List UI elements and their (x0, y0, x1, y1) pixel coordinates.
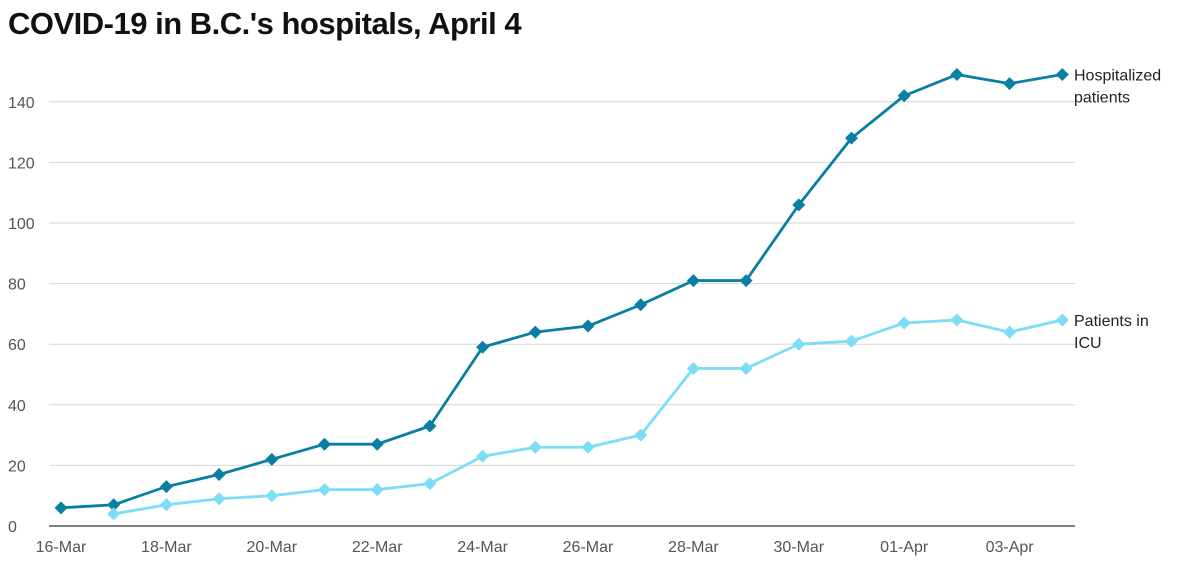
data-point-0-2 (159, 480, 173, 494)
x-tick-label-01-Apr: 01-Apr (880, 539, 929, 556)
data-point-0-8 (476, 340, 490, 354)
data-point-0-17 (950, 68, 964, 82)
data-point-0-11 (634, 298, 648, 312)
data-point-1-18 (1003, 325, 1017, 339)
data-point-0-12 (686, 274, 700, 288)
data-point-0-9 (528, 325, 542, 339)
x-tick-label-24-Mar: 24-Mar (457, 539, 508, 556)
y-tick-label-60: 60 (8, 337, 26, 354)
data-point-0-7 (423, 419, 437, 433)
x-tick-label-18-Mar: 18-Mar (141, 539, 192, 556)
data-point-1-8 (476, 449, 490, 463)
series-0 (54, 68, 1069, 515)
data-point-0-1 (107, 498, 121, 512)
series-lines (54, 68, 1069, 521)
data-point-1-3 (212, 492, 226, 506)
data-point-1-4 (265, 489, 279, 503)
data-point-1-6 (370, 483, 384, 497)
x-tick-label-16-Mar: 16-Mar (36, 539, 87, 556)
data-point-0-6 (370, 437, 384, 451)
x-tick-label-28-Mar: 28-Mar (668, 539, 719, 556)
x-axis-tick-labels: 16-Mar 18-Mar 20-Mar 22-Mar 24-Mar 26-Mar 28-M… (36, 539, 1035, 556)
data-point-1-13 (739, 361, 753, 375)
y-tick-label-80: 80 (8, 277, 26, 294)
data-point-0-15 (845, 131, 858, 145)
data-point-1-7 (423, 477, 437, 491)
data-point-1-14 (792, 337, 806, 351)
data-point-1-11 (634, 428, 648, 442)
data-point-0-16 (897, 89, 911, 103)
data-point-0-18 (1003, 77, 1017, 91)
data-point-1-1 (107, 507, 121, 521)
y-tick-label-20: 20 (8, 458, 26, 475)
series-label-0-0: Hospitalized (1074, 68, 1161, 85)
data-point-1-2 (159, 498, 173, 512)
data-point-1-17 (950, 313, 964, 327)
data-point-1-12 (686, 361, 700, 375)
series-label-1-1: ICU (1074, 335, 1102, 352)
data-point-0-5 (318, 437, 331, 451)
data-point-1-10 (581, 440, 595, 454)
series-1 (107, 313, 1069, 521)
grid-lines (49, 101, 1075, 527)
data-point-0-13 (739, 274, 753, 288)
series-labels: Hospitalized patients Patients in ICU (1074, 68, 1161, 352)
data-point-1-19 (1055, 313, 1069, 327)
series-line-1 (113, 318, 1063, 516)
data-point-1-16 (897, 316, 911, 330)
series-label-0-1: patients (1074, 90, 1130, 107)
y-axis-tick-labels: 0 20 40 60 80 100 120 140 (8, 95, 35, 536)
data-point-0-19 (1055, 68, 1069, 82)
data-point-0-0 (54, 501, 68, 515)
y-tick-label-100: 100 (8, 216, 35, 233)
x-tick-label-20-Mar: 20-Mar (246, 539, 297, 556)
series-label-1-0: Patients in (1074, 313, 1149, 330)
x-tick-label-22-Mar: 22-Mar (352, 539, 403, 556)
x-tick-label-26-Mar: 26-Mar (563, 539, 614, 556)
x-tick-label-30-Mar: 30-Mar (773, 539, 824, 556)
data-point-0-14 (792, 198, 806, 212)
data-point-0-10 (581, 319, 595, 333)
series-line-0 (60, 73, 1063, 510)
chart-title: COVID-19 in B.C.'s hospitals, April 4 (8, 6, 522, 41)
y-tick-label-40: 40 (8, 398, 26, 415)
y-tick-label-140: 140 (8, 95, 35, 112)
data-point-1-5 (318, 483, 331, 497)
data-point-1-15 (845, 334, 858, 348)
data-point-0-4 (265, 452, 279, 466)
x-tick-label-03-Apr: 03-Apr (986, 539, 1035, 556)
y-tick-label-0: 0 (8, 519, 17, 536)
data-point-1-9 (528, 440, 542, 454)
data-point-0-3 (212, 467, 226, 481)
y-tick-label-120: 120 (8, 155, 35, 172)
